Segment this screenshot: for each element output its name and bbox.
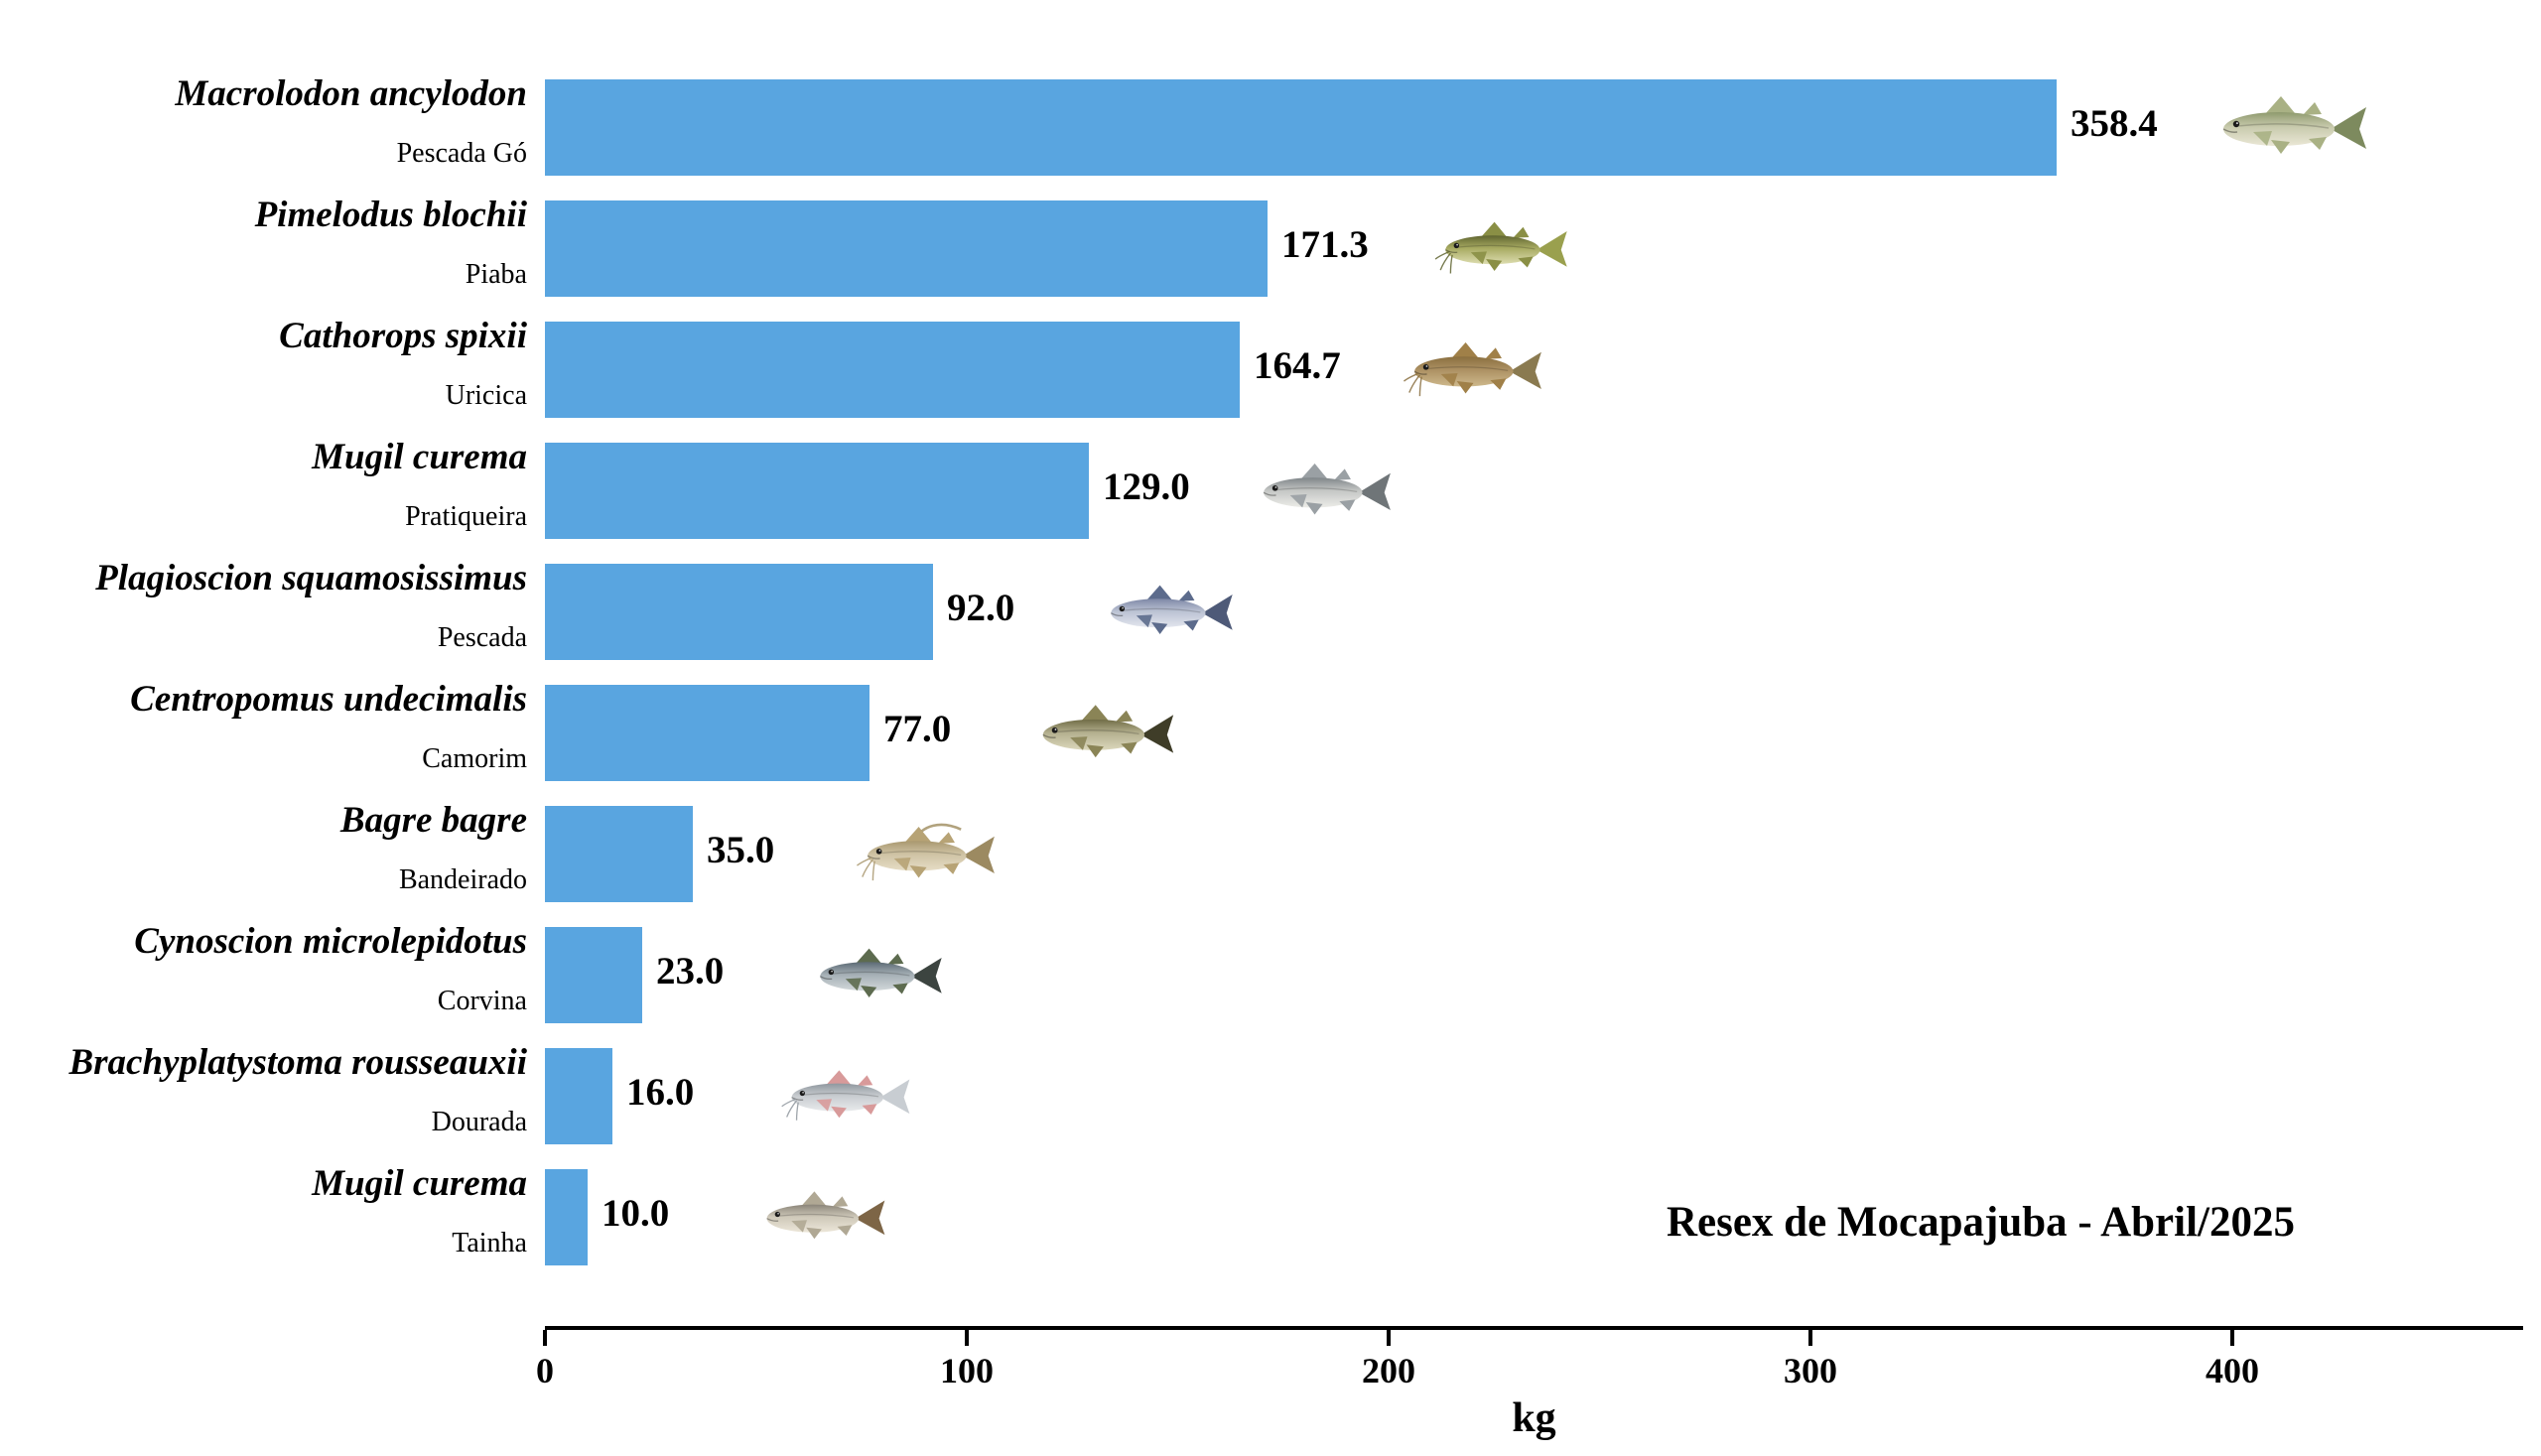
x-tick-label: 300 bbox=[1784, 1351, 1837, 1390]
x-axis-line bbox=[545, 1326, 2523, 1330]
chart-annotation: Resex de Mocapajuba - Abril/2025 bbox=[1666, 1199, 2295, 1246]
bar bbox=[545, 805, 693, 902]
common-name-label: Bandeirado bbox=[398, 864, 527, 895]
species-label: Mugil curema bbox=[312, 1163, 527, 1204]
bar-value-label: 16.0 bbox=[626, 1071, 695, 1114]
x-tick-label: 100 bbox=[940, 1351, 994, 1390]
species-label: Macrolodon ancylodon bbox=[175, 73, 527, 114]
species-label: Centropomus undecimalis bbox=[130, 679, 527, 720]
species-label: Mugil curema bbox=[312, 437, 527, 477]
bar bbox=[545, 926, 642, 1023]
bar bbox=[545, 442, 1089, 539]
bar-value-label: 358.4 bbox=[2071, 102, 2158, 145]
x-axis-title: kg bbox=[1512, 1395, 1556, 1441]
common-name-label: Corvina bbox=[437, 986, 527, 1016]
common-name-label: Pratiqueira bbox=[405, 501, 527, 532]
x-tick-mark bbox=[1387, 1330, 1391, 1346]
common-name-label: Tainha bbox=[452, 1228, 527, 1258]
bar bbox=[545, 563, 933, 660]
bar bbox=[545, 321, 1240, 418]
bar-value-label: 92.0 bbox=[947, 587, 1015, 629]
x-tick-mark bbox=[543, 1330, 547, 1346]
x-tick-mark bbox=[965, 1330, 969, 1346]
pescada-go-fish-icon bbox=[2210, 87, 2379, 167]
common-name-label: Uricica bbox=[445, 380, 527, 411]
x-tick-label: 0 bbox=[536, 1351, 554, 1390]
species-label: Bagre bagre bbox=[339, 800, 527, 841]
x-tick-mark bbox=[2230, 1330, 2234, 1346]
dourada-fish-icon bbox=[781, 1063, 920, 1128]
species-label: Cathorops spixii bbox=[279, 316, 527, 356]
species-label: Plagioscion squamosissimus bbox=[95, 558, 527, 598]
corvina-fish-icon bbox=[809, 941, 953, 1008]
species-label: Brachyplatystoma rousseauxii bbox=[68, 1042, 527, 1083]
x-tick-label: 200 bbox=[1362, 1351, 1415, 1390]
bar-value-label: 23.0 bbox=[656, 950, 725, 993]
common-name-label: Pescada Gó bbox=[396, 138, 527, 169]
bar-value-label: 77.0 bbox=[883, 708, 952, 750]
tainha-fish-icon bbox=[756, 1184, 895, 1250]
camorim-fish-icon bbox=[1031, 697, 1185, 769]
bar-value-label: 10.0 bbox=[602, 1192, 670, 1235]
pratiqueira-fish-icon bbox=[1253, 456, 1402, 526]
species-label: Pimelodus blochii bbox=[254, 195, 527, 235]
common-name-label: Camorim bbox=[422, 743, 527, 774]
common-name-label: Dourada bbox=[431, 1107, 527, 1137]
bar-value-label: 129.0 bbox=[1103, 465, 1190, 508]
bar bbox=[545, 199, 1268, 297]
x-tick-label: 400 bbox=[2206, 1351, 2259, 1390]
bar-value-label: 171.3 bbox=[1281, 223, 1369, 266]
bar bbox=[545, 1047, 612, 1144]
bar-value-label: 35.0 bbox=[707, 829, 775, 871]
common-name-label: Pescada bbox=[437, 622, 527, 653]
common-name-label: Piaba bbox=[465, 259, 527, 290]
bar bbox=[545, 1168, 588, 1265]
uricica-fish-icon bbox=[1404, 334, 1552, 405]
x-tick-mark bbox=[1808, 1330, 1812, 1346]
pescada-fish-icon bbox=[1100, 578, 1244, 645]
bar bbox=[545, 684, 869, 781]
bar bbox=[545, 78, 2057, 176]
piaba-fish-icon bbox=[1434, 214, 1578, 282]
bandeirado-fish-icon bbox=[857, 819, 1005, 889]
species-label: Cynoscion microlepidotus bbox=[134, 921, 527, 962]
bar-value-label: 164.7 bbox=[1254, 344, 1341, 387]
